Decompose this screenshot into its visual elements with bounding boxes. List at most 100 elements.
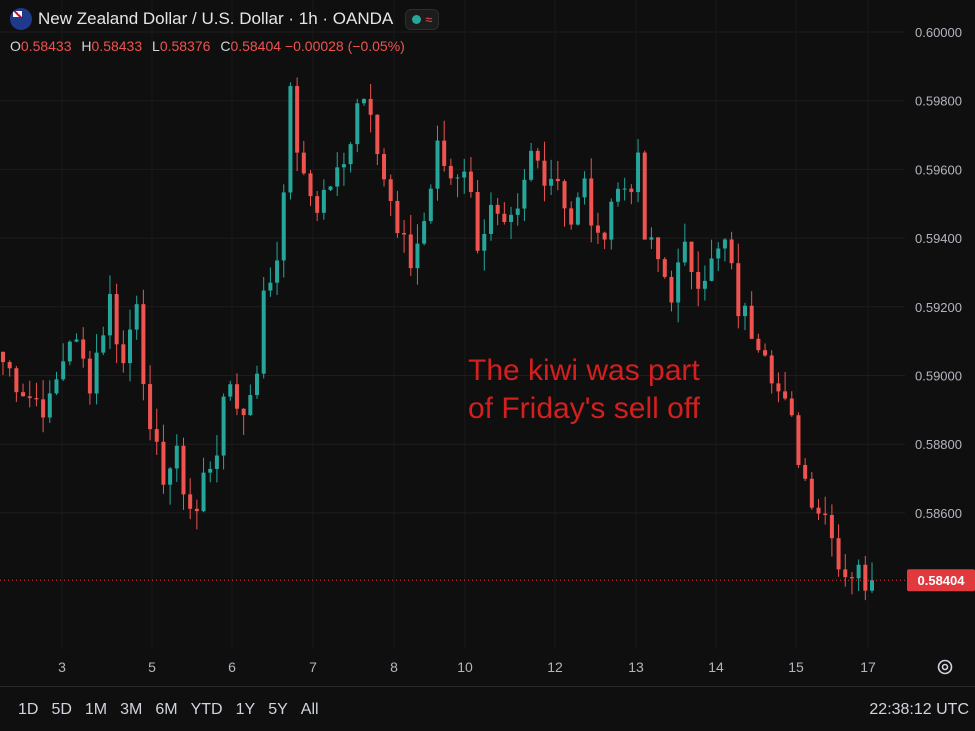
open-key: O [10,38,21,54]
candle-body [696,271,701,289]
time-tick-label: 6 [228,659,236,675]
candle-body [609,201,614,240]
time-tick-label: 13 [628,659,644,675]
candle-body [816,507,821,514]
range-1d-button[interactable]: 1D [18,701,39,718]
candle-body [662,259,667,277]
candle-body [468,171,473,192]
candle-body [676,262,681,303]
candle-body [803,464,808,479]
candle-body [736,263,741,317]
candle-body [54,379,59,394]
time-tick-label: 15 [788,659,804,675]
candle-body [428,188,433,222]
candle-body [87,358,92,394]
range-1m-button[interactable]: 1M [84,701,108,718]
candle-body [234,384,239,409]
candle-body [402,233,407,235]
candle-body [321,189,326,213]
range-3m-button[interactable]: 3M [120,701,143,718]
time-axis[interactable]: 3 5 6 7 8 10 12 13 14 15 17 [58,659,876,675]
price-axis[interactable]: 0.58600 0.58800 0.59000 0.59200 0.59400 0.596… [915,25,962,521]
range-1y-button[interactable]: 1Y [235,701,256,718]
range-5d-button[interactable]: 5D [51,701,72,718]
candle-body [134,304,139,330]
candle-body [188,494,193,509]
last-price-marker: 0.58404 [0,569,975,592]
time-tick-label: 5 [148,659,156,675]
time-tick-label: 10 [457,659,473,675]
candle-body [849,577,854,579]
candle-body [615,188,620,202]
candle-body [315,196,320,213]
range-6m-button[interactable]: 6M [155,701,178,718]
candle-body [14,368,19,393]
candle-body [870,580,874,591]
candle-body [636,152,641,193]
candle-body [843,569,848,578]
data-status-icon: ≈ [425,11,433,27]
price-tick-label: 0.59600 [915,162,962,177]
candle-body [174,445,179,469]
candle-body [74,339,79,342]
candle-body [268,282,273,291]
utc-clock[interactable]: 22:38:12 UTC [869,701,969,718]
high-key: H [81,38,92,54]
candle-body [796,415,801,465]
time-tick-label: 7 [309,659,317,675]
range-all-button[interactable]: All [300,701,319,718]
candle-body [602,232,607,240]
candle-body [275,260,280,283]
chart-header: New Zealand Dollar / U.S. Dollar · 1h · … [10,7,440,31]
time-tick-label: 17 [860,659,876,675]
candle-body [228,384,233,397]
candle-body [308,173,313,197]
candle-body [575,197,580,225]
candle-body [408,234,413,269]
candle-body [395,200,400,234]
candle-body [1,351,5,363]
candle-body [856,564,861,579]
candle-body [161,441,166,485]
candle-body [783,391,788,399]
candle-body [221,396,226,456]
candle-body [361,98,366,104]
symbol-title[interactable]: New Zealand Dollar / U.S. Dollar · 1h · … [38,9,394,28]
price-tick-label: 0.59000 [915,369,962,384]
candle-body [47,393,52,418]
candle-body [348,144,353,165]
candle-body [829,515,834,539]
low-value: 0.58376 [159,38,211,54]
candle-body [301,152,306,174]
candle-body [682,241,687,263]
settings-gear-icon[interactable] [936,658,954,676]
candle-body [488,204,493,234]
candle-body [763,350,768,356]
last-price-label: 0.58404 [918,573,966,588]
candle-body [756,338,761,351]
candle-body [128,329,133,364]
bottom-toolbar: 1D 5D 1M 3M 6M YTD 1Y 5Y All 22:38:12 UT… [0,686,975,731]
candle-body [515,208,520,215]
candle-body [562,181,567,209]
candle-body [288,86,293,193]
candle-body [689,241,694,272]
candle-body [702,280,707,289]
price-tick-label: 0.58800 [915,437,962,452]
candle-body [21,392,26,397]
range-5y-button[interactable]: 5Y [268,701,288,718]
candle-body [529,150,534,180]
time-tick-label: 14 [708,659,724,675]
range-ytd-button[interactable]: YTD [190,701,223,718]
candle-body [495,204,500,214]
market-status[interactable]: ≈ [405,8,440,30]
candle-body [194,508,199,512]
high-value: 0.58433 [91,38,143,54]
candle-body [168,468,173,485]
candle-body [442,140,447,166]
candle-body [462,171,467,178]
candle-body [482,233,487,251]
candle-body [201,472,206,512]
price-tick-label: 0.59200 [915,300,962,315]
